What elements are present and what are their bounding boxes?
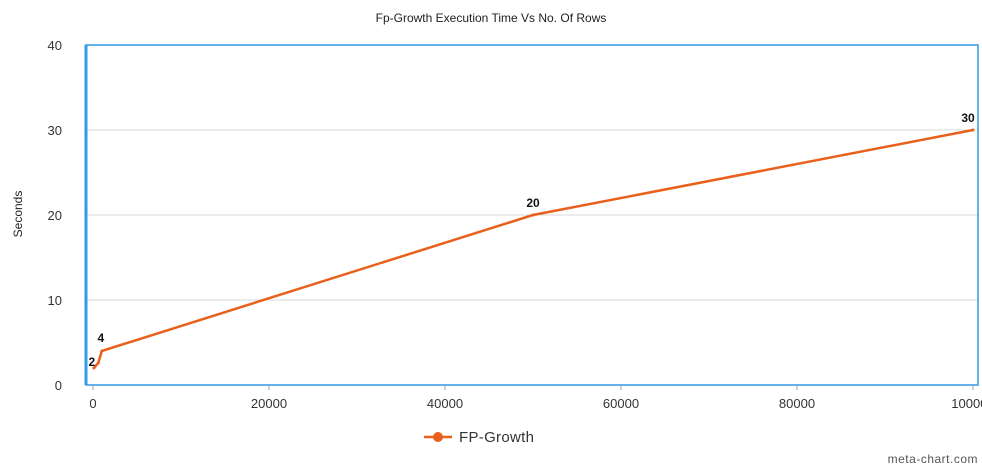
y-tick-label-20: 20 [48, 208, 62, 223]
y-axis-ticks: 0 10 20 30 40 [48, 38, 62, 393]
gridlines [86, 129, 978, 386]
data-point-3 [531, 213, 535, 217]
x-tick-label-100000: 100000 [951, 396, 982, 411]
series-line-fp-growth [92, 128, 975, 370]
data-label-4: 4 [97, 331, 104, 345]
legend[interactable]: FP-Growth [424, 429, 534, 446]
x-tick-label-40000: 40000 [427, 396, 463, 411]
data-label-20: 20 [526, 196, 540, 210]
x-tick-label-80000: 80000 [779, 396, 815, 411]
data-point-1 [96, 361, 100, 365]
legend-swatch-marker [433, 432, 443, 442]
data-label-2: 2 [89, 355, 96, 369]
y-tick-label-10: 10 [48, 293, 62, 308]
watermark: meta-chart.com [888, 452, 978, 466]
y-tick-label-30: 30 [48, 123, 62, 138]
data-label-30: 30 [961, 111, 975, 125]
x-tick-label-20000: 20000 [251, 396, 287, 411]
data-labels: 24 20 30 [89, 111, 975, 369]
chart-title: Fp-Growth Execution Time Vs No. Of Rows [376, 11, 607, 25]
legend-entry-fp-growth: FP-Growth [459, 429, 534, 446]
y-axis-label: Seconds [11, 191, 25, 238]
data-point-0 [92, 366, 96, 370]
data-point-2 [100, 349, 104, 353]
data-point-4 [971, 128, 975, 132]
y-tick-label-40: 40 [48, 38, 62, 53]
x-tick-label-60000: 60000 [603, 396, 639, 411]
y-tick-label-0: 0 [55, 378, 62, 393]
x-axis-ticks: 0 20000 40000 60000 80000 100000 [89, 385, 982, 411]
x-tick-label-0: 0 [89, 396, 96, 411]
series-layer [92, 128, 975, 370]
